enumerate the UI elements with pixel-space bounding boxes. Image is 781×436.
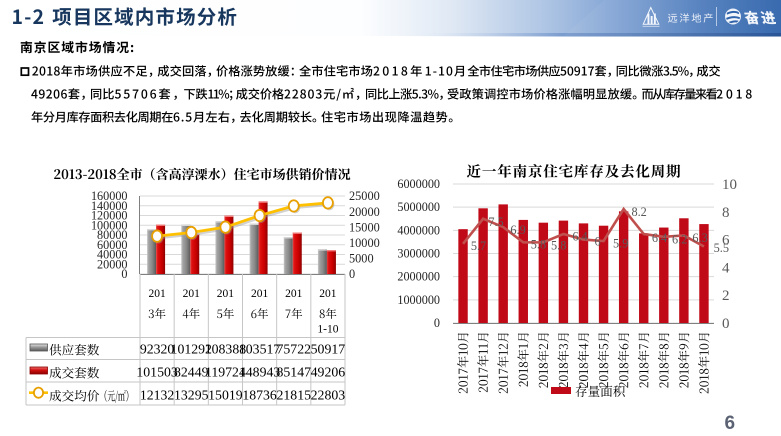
svg-text:201: 201 (148, 288, 166, 300)
svg-text:120000: 120000 (91, 209, 128, 223)
svg-text:10000: 10000 (349, 236, 380, 250)
svg-text:4: 4 (722, 260, 730, 276)
svg-text:8.2: 8.2 (631, 205, 646, 219)
svg-text:49206: 49206 (311, 365, 346, 380)
svg-text:0: 0 (722, 316, 730, 332)
svg-text:201: 201 (183, 288, 201, 300)
svg-text:201: 201 (319, 288, 337, 300)
svg-text:6.4: 6.4 (572, 230, 587, 244)
svg-text:3000000: 3000000 (397, 247, 440, 261)
svg-text:13295: 13295 (174, 388, 209, 403)
svg-text:101292: 101292 (171, 342, 212, 357)
svg-text:75722: 75722 (277, 342, 312, 357)
svg-text:20000: 20000 (349, 205, 380, 219)
svg-text:5.8: 5.8 (551, 239, 566, 253)
svg-text:18736: 18736 (242, 388, 277, 403)
svg-text:1-10: 1-10 (317, 324, 338, 336)
svg-text:22803: 22803 (311, 388, 346, 403)
svg-text:21815: 21815 (277, 388, 312, 403)
svg-text:6: 6 (725, 413, 736, 434)
svg-text:25000: 25000 (349, 189, 380, 203)
svg-text:20000: 20000 (97, 257, 127, 271)
svg-text:0: 0 (121, 267, 127, 281)
svg-text:4000000: 4000000 (397, 223, 440, 237)
svg-text:0: 0 (434, 316, 440, 330)
svg-text:6000000: 6000000 (397, 177, 440, 191)
svg-text:140000: 140000 (91, 199, 128, 213)
svg-text:5.5: 5.5 (714, 241, 729, 255)
svg-text:82449: 82449 (174, 365, 209, 380)
svg-text:50917: 50917 (311, 342, 346, 357)
svg-text:0: 0 (349, 267, 355, 281)
svg-text:6: 6 (722, 233, 730, 249)
svg-text:201: 201 (217, 288, 235, 300)
svg-text:15019: 15019 (208, 388, 243, 403)
svg-text:5000000: 5000000 (397, 200, 440, 214)
svg-text:201: 201 (285, 288, 303, 300)
svg-text:103517: 103517 (239, 342, 280, 357)
svg-text:85147: 85147 (277, 365, 312, 380)
svg-text:10: 10 (722, 177, 737, 193)
svg-text:119724: 119724 (205, 365, 246, 380)
svg-text:80000: 80000 (97, 228, 127, 242)
svg-text:40000: 40000 (97, 248, 127, 262)
svg-text:5.9: 5.9 (613, 236, 628, 250)
svg-text:160000: 160000 (91, 189, 128, 203)
svg-text:201: 201 (251, 288, 269, 300)
svg-text:8: 8 (722, 205, 730, 221)
svg-text:2000000: 2000000 (397, 270, 440, 284)
svg-text:148943: 148943 (239, 365, 280, 380)
svg-text:6.4: 6.4 (652, 231, 667, 245)
svg-text:2: 2 (722, 288, 730, 304)
svg-text:12132: 12132 (140, 388, 175, 403)
svg-text:6.2: 6.2 (672, 233, 687, 247)
svg-text:92320: 92320 (140, 342, 175, 357)
svg-text:108388: 108388 (205, 342, 246, 357)
svg-text:5000: 5000 (349, 252, 374, 266)
svg-text:60000: 60000 (97, 238, 127, 252)
svg-text:6.9: 6.9 (510, 223, 525, 237)
svg-text:5.7: 5.7 (471, 239, 486, 253)
svg-text:6: 6 (595, 235, 601, 249)
svg-text:6.3: 6.3 (692, 231, 707, 245)
svg-text:7.5: 7.5 (488, 215, 503, 229)
svg-text:5.8: 5.8 (531, 237, 546, 251)
svg-text:101503: 101503 (136, 365, 177, 380)
svg-text:100000: 100000 (91, 218, 128, 232)
svg-text:15000: 15000 (349, 220, 380, 234)
svg-text:1000000: 1000000 (397, 293, 440, 307)
